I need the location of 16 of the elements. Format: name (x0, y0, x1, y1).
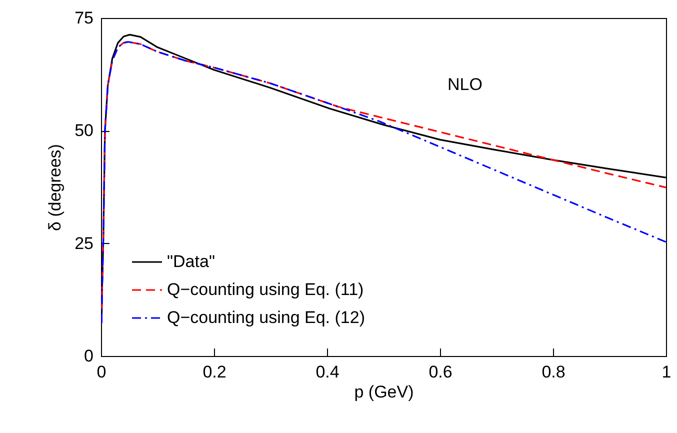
y-tick-label: 50 (74, 121, 94, 140)
x-tick-label: 1 (662, 362, 672, 382)
x-tick-label: 0 (96, 362, 106, 382)
y-tick-label: 25 (74, 234, 94, 253)
legend-label: Q−counting using Eq. (11) (167, 280, 364, 299)
annotation: NLO (448, 75, 482, 94)
y-tick-label: 75 (74, 8, 94, 28)
x-axis-title: p (GeV) (354, 382, 414, 402)
x-tick-label: 0.4 (316, 362, 340, 382)
y-axis-title: δ (degrees) (46, 144, 65, 231)
legend-label: "Data" (167, 252, 215, 271)
legend-label: Q−counting using Eq. (12) (167, 308, 365, 327)
x-tick-label: 0.6 (428, 362, 452, 382)
x-tick-label: 0.8 (542, 362, 566, 382)
y-tick-label: 0 (84, 346, 94, 366)
x-tick-label: 0.2 (202, 362, 226, 382)
